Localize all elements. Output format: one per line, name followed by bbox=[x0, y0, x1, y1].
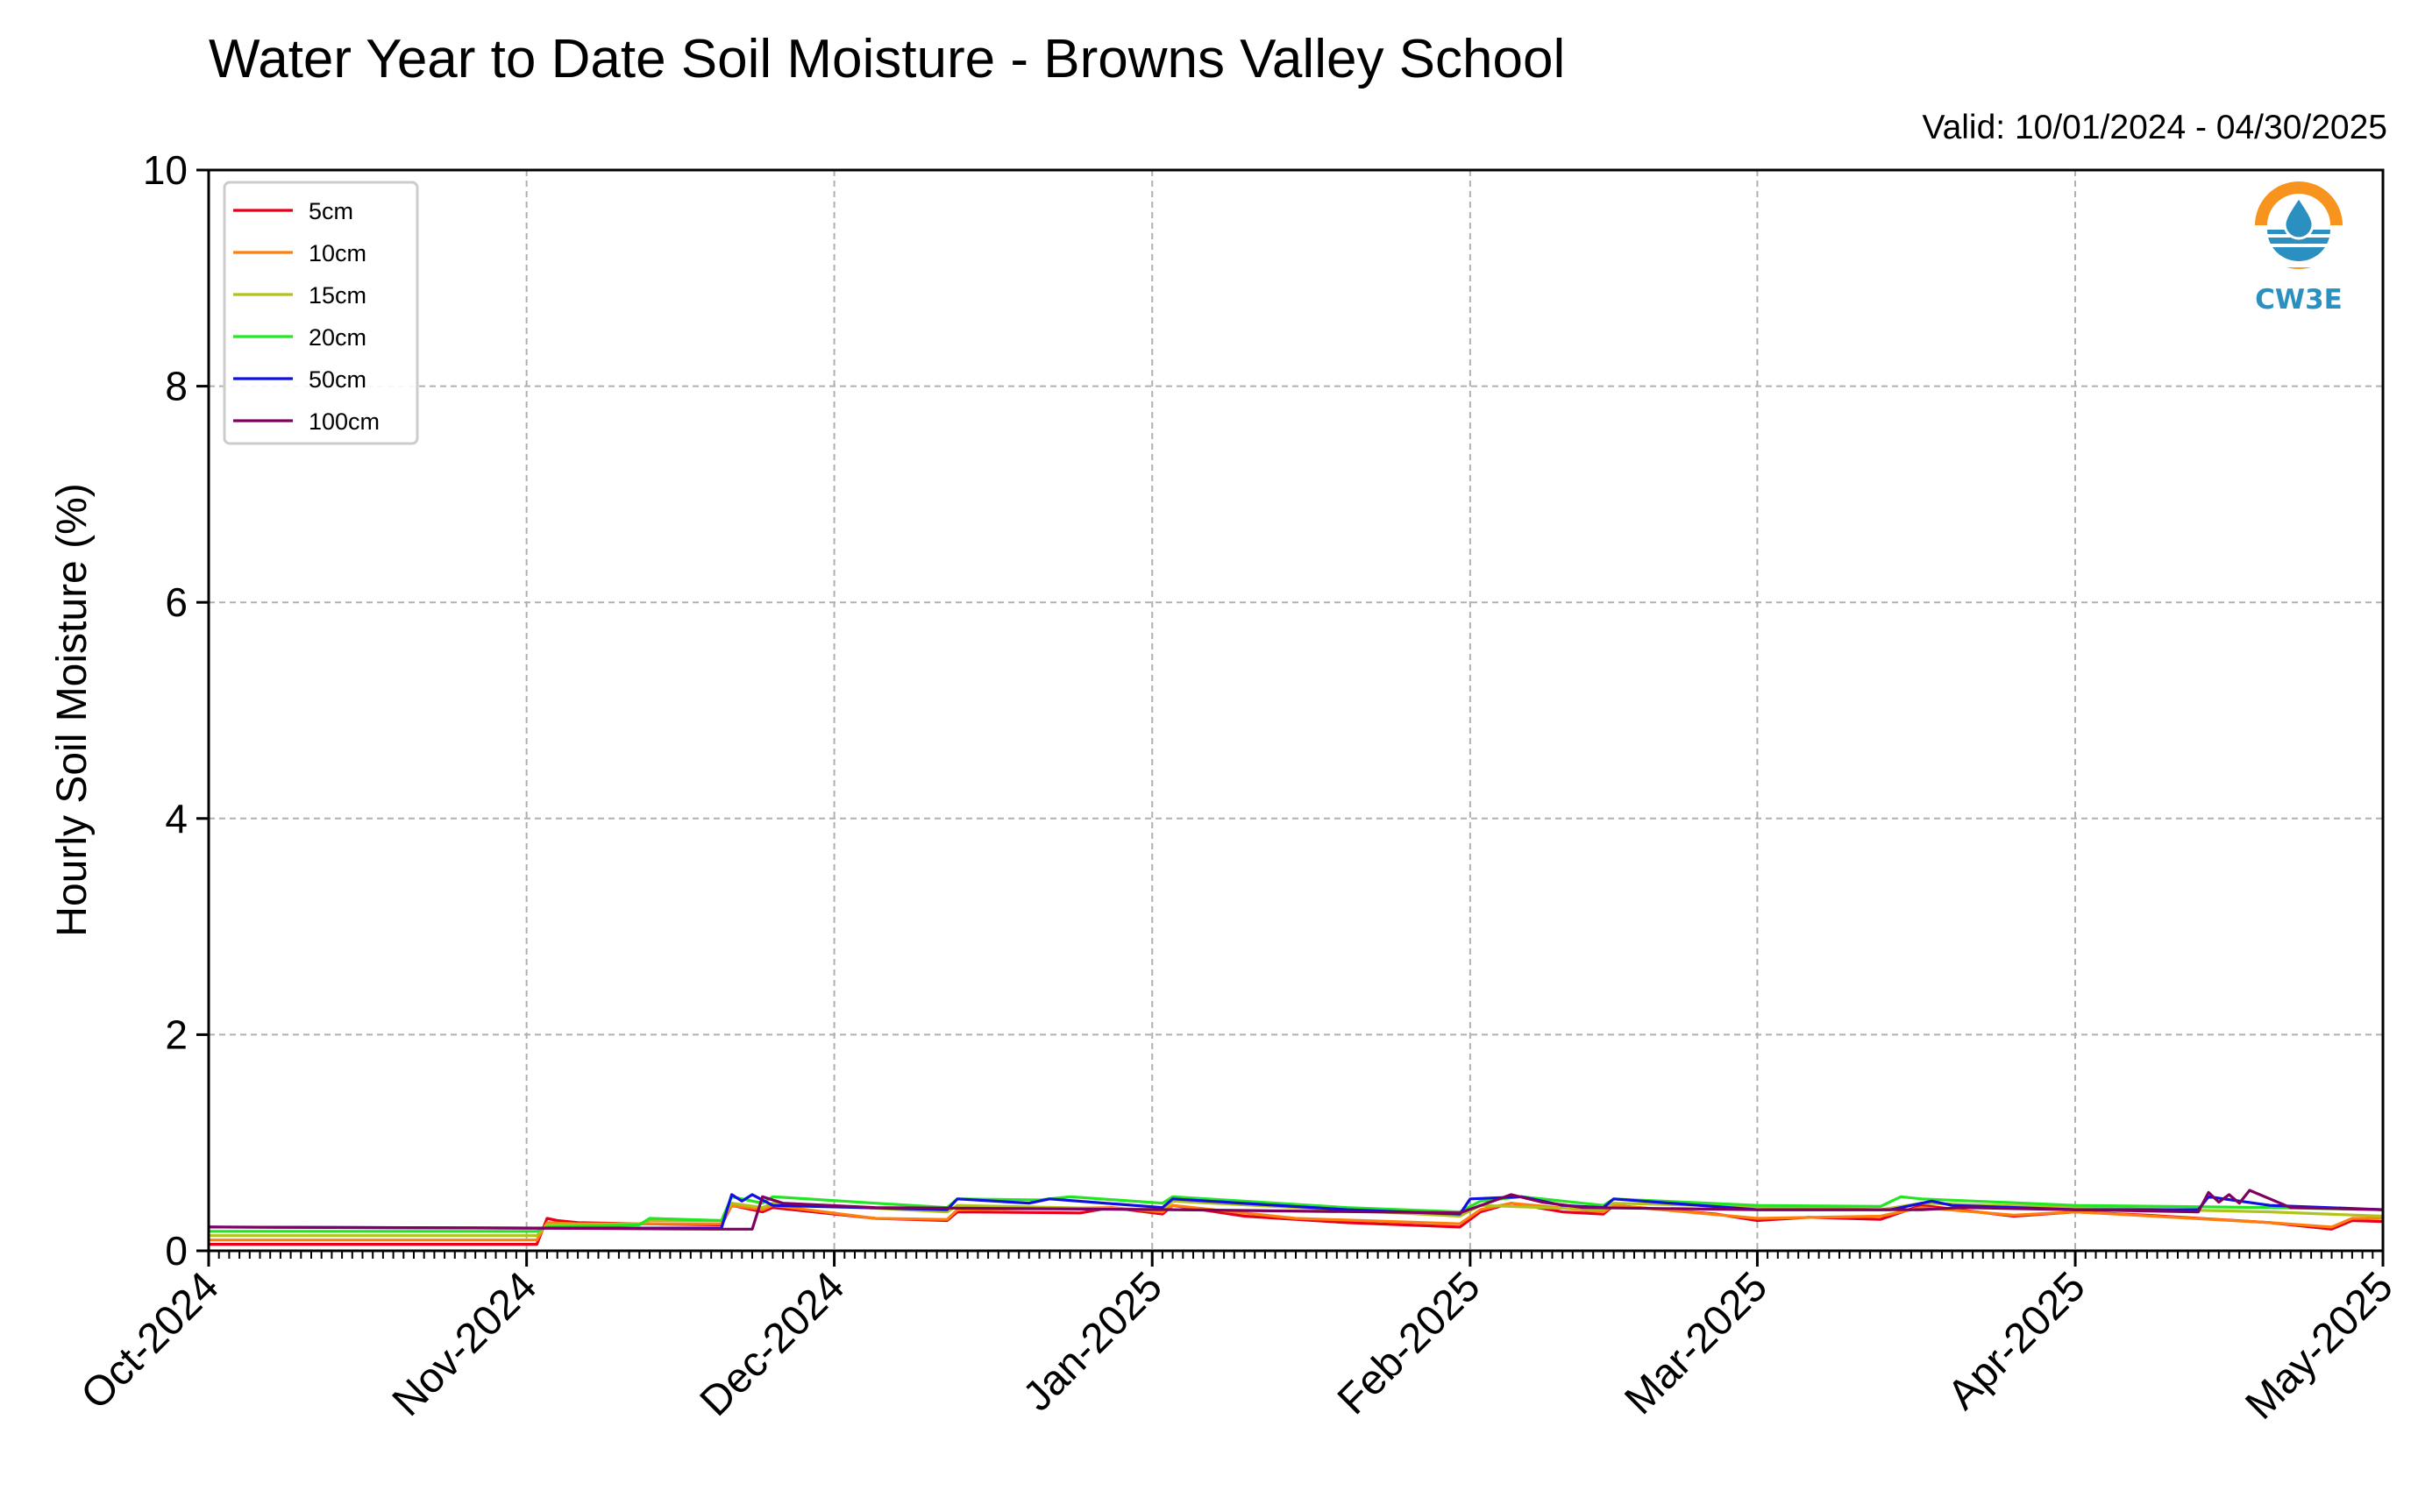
x-tick-label: Dec-2024 bbox=[692, 1263, 854, 1425]
valid-date-range: Valid: 10/01/2024 - 04/30/2025 bbox=[1922, 109, 2387, 146]
x-minor-ticks bbox=[208, 1251, 2384, 1259]
series-line-20cm bbox=[209, 1195, 2384, 1233]
x-tick-label: May-2025 bbox=[2237, 1263, 2401, 1428]
y-tick-label: 2 bbox=[165, 1012, 188, 1057]
grid bbox=[209, 170, 2383, 1251]
legend-label-50cm: 50cm bbox=[309, 366, 366, 393]
x-tick-label: Apr-2025 bbox=[1939, 1263, 2094, 1418]
x-tick-label: Oct-2024 bbox=[73, 1263, 228, 1418]
legend-label-5cm: 5cm bbox=[309, 198, 353, 224]
cw3e-logo: CW3E bbox=[2250, 181, 2348, 316]
series-line-100cm bbox=[208, 1189, 2384, 1231]
legend-label-15cm: 15cm bbox=[309, 282, 366, 309]
y-tick-label: 6 bbox=[165, 579, 188, 625]
y-axis: 0 2 4 6 8 10 bbox=[143, 147, 209, 1274]
x-tick-label: Mar-2025 bbox=[1616, 1263, 1776, 1423]
chart-title: Water Year to Date Soil Moisture - Brown… bbox=[209, 29, 1566, 89]
x-tick-label: Nov-2024 bbox=[384, 1263, 546, 1425]
logo-text: CW3E bbox=[2255, 284, 2343, 316]
series-lines bbox=[208, 1189, 2384, 1246]
legend: 5cm 10cm 15cm 20cm 50cm 100cm bbox=[223, 181, 419, 445]
x-tick-label: Feb-2025 bbox=[1329, 1263, 1490, 1423]
y-tick-label: 4 bbox=[165, 796, 188, 841]
y-axis-label: Hourly Soil Moisture (%) bbox=[49, 483, 96, 936]
y-tick-label: 0 bbox=[165, 1228, 188, 1274]
legend-label-100cm: 100cm bbox=[309, 408, 380, 435]
cw3e-water-drop-logo-icon bbox=[2250, 181, 2348, 269]
legend-label-20cm: 20cm bbox=[309, 324, 366, 351]
y-tick-label: 10 bbox=[143, 147, 188, 193]
legend-label-10cm: 10cm bbox=[309, 240, 366, 266]
y-tick-label: 8 bbox=[165, 364, 188, 409]
x-tick-label: Jan-2025 bbox=[1014, 1263, 1171, 1420]
plot-area-frame bbox=[207, 168, 2385, 1253]
x-axis: Oct-2024 Nov-2024 Dec-2024 Jan-2025 Feb-2025… bbox=[73, 1251, 2402, 1429]
axes bbox=[207, 168, 2385, 1253]
